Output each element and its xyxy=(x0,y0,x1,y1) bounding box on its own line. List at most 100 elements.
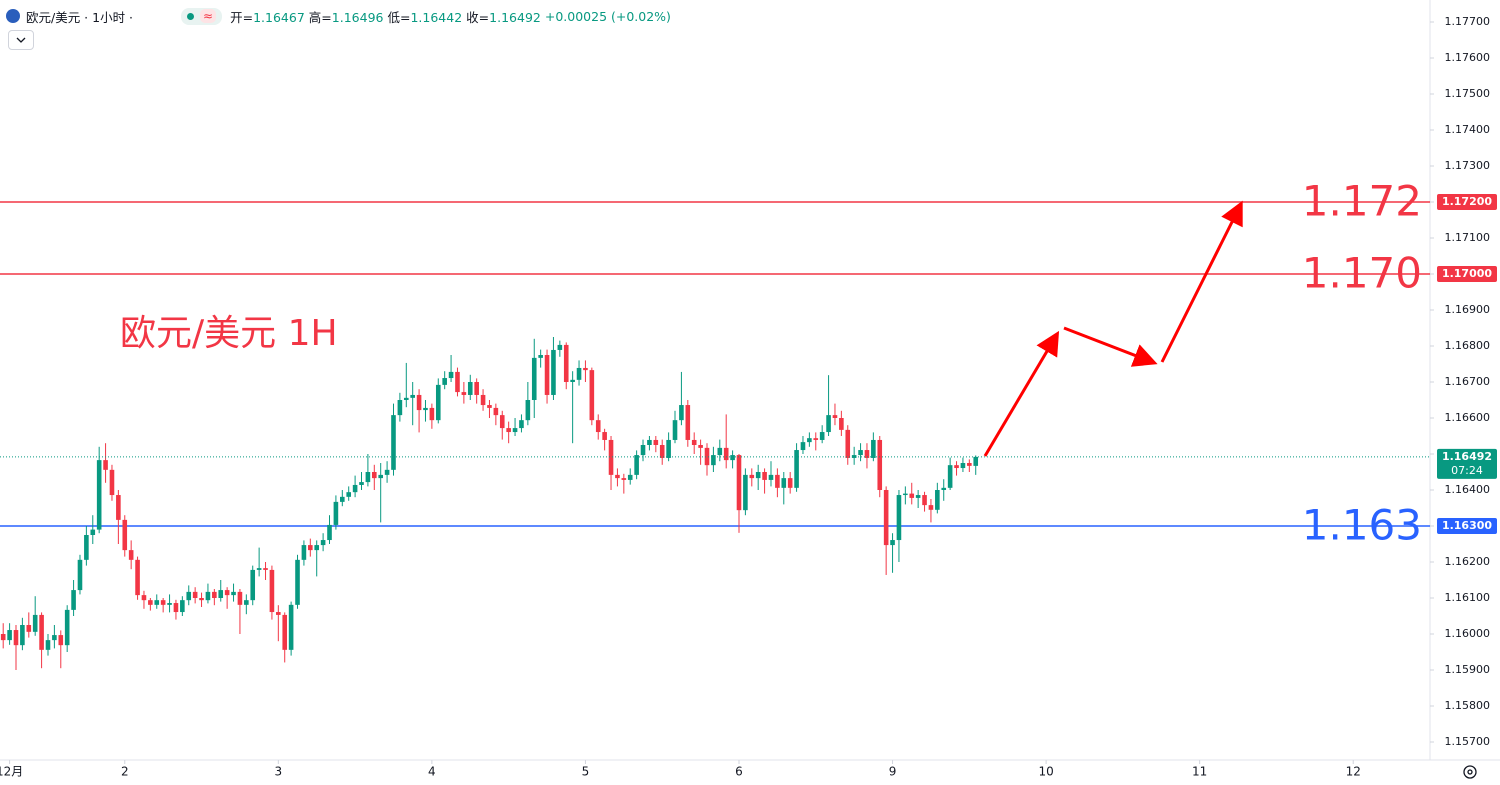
candle-body xyxy=(493,407,499,416)
candle-body xyxy=(851,455,857,458)
value: 1.16496 xyxy=(331,9,384,25)
candle-body xyxy=(320,540,326,546)
candle-body xyxy=(84,535,89,560)
y-tick-label: 1.15800 xyxy=(1445,699,1491,712)
candle-body xyxy=(685,405,691,440)
candle-body xyxy=(807,438,812,443)
value: 1.16492 xyxy=(489,9,541,25)
candle-body xyxy=(845,429,851,458)
y-tick-label: 1.16700 xyxy=(1445,375,1491,388)
x-tick-label: 12 xyxy=(1346,765,1361,779)
candle-body xyxy=(557,344,563,350)
candle-body xyxy=(410,394,415,398)
candle-body xyxy=(909,493,915,498)
candle-body xyxy=(928,505,934,510)
candle-body xyxy=(276,612,281,615)
candle-body xyxy=(256,568,262,570)
candle-body xyxy=(672,420,678,440)
candle-body xyxy=(154,600,160,605)
candle-body xyxy=(512,428,518,433)
candle-body xyxy=(45,640,51,650)
candle-body xyxy=(237,591,243,605)
candle-body xyxy=(39,614,44,650)
candle-body xyxy=(864,450,870,458)
candle-body xyxy=(109,469,115,496)
level-text: 1.172 xyxy=(1302,177,1422,226)
candle-body xyxy=(365,472,371,483)
candle-body xyxy=(608,439,614,475)
y-tick-label: 1.17300 xyxy=(1445,159,1491,172)
candle-body xyxy=(359,482,364,485)
candle-body xyxy=(480,394,486,406)
candle-body xyxy=(666,439,671,458)
arrow xyxy=(1160,200,1243,363)
candle-body xyxy=(403,397,409,400)
candle-body xyxy=(371,472,377,479)
candle-body xyxy=(813,438,819,440)
candle-body xyxy=(327,524,332,541)
candle-body xyxy=(160,600,166,605)
candle-body xyxy=(116,495,121,520)
last-price-label: 1.16492 xyxy=(1442,450,1492,463)
candle-body xyxy=(755,472,761,479)
candle-body xyxy=(903,493,908,496)
candle-body xyxy=(96,460,102,530)
candle-body xyxy=(205,591,211,601)
candle-body xyxy=(435,384,441,421)
candle-body xyxy=(461,392,467,395)
candle-body xyxy=(826,415,831,433)
candle-body xyxy=(922,495,927,506)
x-tick-label: 12月 xyxy=(0,765,23,779)
candle-body xyxy=(519,420,524,429)
candle-body xyxy=(717,447,723,456)
candle-body xyxy=(967,463,972,466)
label: 开= xyxy=(230,9,254,25)
candle-body xyxy=(455,371,460,393)
candle-body xyxy=(173,603,179,613)
settings-icon[interactable] xyxy=(1463,765,1477,779)
candle-body xyxy=(180,600,185,613)
level-badge xyxy=(1437,266,1497,282)
candle-body xyxy=(141,595,147,601)
candle-body xyxy=(563,344,569,382)
x-tick-label: 4 xyxy=(428,765,436,779)
candle-body xyxy=(167,603,172,605)
level-badge-label: 1.17200 xyxy=(1442,195,1492,208)
ohlc-open: 开=1.16467 xyxy=(230,7,305,26)
symbol[interactable]: 欧元/美元 · 1小时 · xyxy=(26,9,134,25)
y-tick-label: 1.16000 xyxy=(1445,627,1491,640)
candle-body xyxy=(794,450,799,488)
candle-body xyxy=(679,405,684,421)
candle-body xyxy=(71,590,76,610)
candle-body xyxy=(723,447,729,461)
candle-body xyxy=(730,455,735,461)
collapse-button[interactable] xyxy=(8,30,34,50)
candle-body xyxy=(77,559,83,591)
candle-body xyxy=(890,540,895,546)
y-tick-label: 1.17400 xyxy=(1445,123,1491,136)
ohlc-low: 低=1.16442 xyxy=(387,7,462,26)
status-pill[interactable]: ≈ xyxy=(181,7,223,25)
y-tick-label: 1.17700 xyxy=(1445,15,1491,28)
change: +0.00025 (+0.02%) xyxy=(544,8,671,24)
pill-icon: ≈ xyxy=(200,9,217,23)
candle-body xyxy=(858,450,863,456)
candle-body xyxy=(768,474,774,480)
candle-body xyxy=(128,550,134,560)
candle-body xyxy=(640,445,646,456)
candle-body xyxy=(749,474,755,479)
candle-body xyxy=(308,545,313,551)
y-tick-label: 1.16600 xyxy=(1445,411,1491,424)
candle-body xyxy=(288,604,294,650)
candle-body xyxy=(896,495,902,541)
symbol-logo xyxy=(6,9,20,23)
candle-body xyxy=(583,367,588,371)
candle-body xyxy=(595,420,601,433)
candle-body xyxy=(20,625,25,646)
candle-body xyxy=(250,569,256,601)
y-tick-label: 1.16900 xyxy=(1445,303,1491,316)
level-badge-label: 1.16300 xyxy=(1442,519,1492,532)
ohlc-close: 收=1.16492 xyxy=(466,7,541,26)
candle-body xyxy=(199,598,204,601)
